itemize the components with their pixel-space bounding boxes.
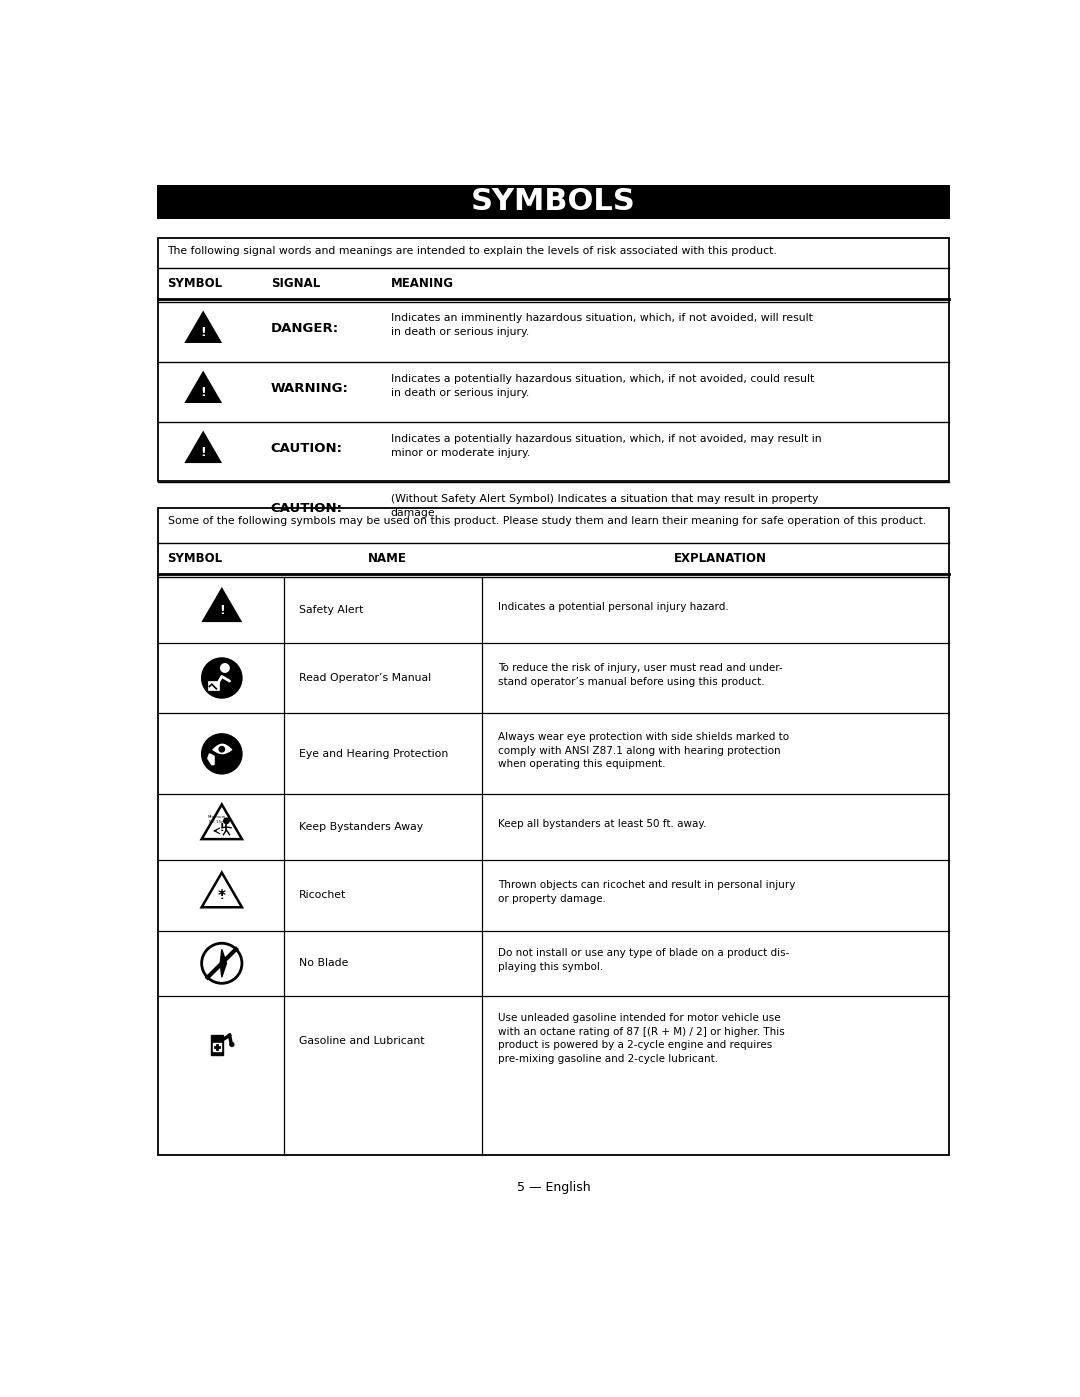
Polygon shape — [202, 873, 242, 907]
Circle shape — [230, 1042, 233, 1046]
Text: !: ! — [219, 891, 224, 901]
Text: Eye and Hearing Protection: Eye and Hearing Protection — [299, 749, 448, 759]
Circle shape — [224, 819, 229, 823]
Polygon shape — [203, 590, 241, 622]
Text: !: ! — [219, 823, 224, 833]
Text: WARNING:: WARNING: — [271, 383, 349, 395]
Circle shape — [202, 658, 242, 698]
Text: !: ! — [200, 326, 206, 338]
Text: Some of the following symbols may be used on this product. Please study them and: Some of the following symbols may be use… — [167, 515, 926, 525]
Text: Do not install or use any type of blade on a product dis-
playing this symbol.: Do not install or use any type of blade … — [498, 949, 789, 972]
FancyBboxPatch shape — [159, 239, 948, 481]
Polygon shape — [186, 433, 220, 462]
Circle shape — [202, 733, 242, 774]
FancyBboxPatch shape — [213, 1044, 221, 1051]
Text: SYMBOLS: SYMBOLS — [471, 187, 636, 217]
Polygon shape — [186, 313, 220, 342]
FancyBboxPatch shape — [157, 184, 950, 219]
FancyBboxPatch shape — [207, 682, 218, 690]
Text: CAUTION:: CAUTION: — [271, 443, 342, 455]
Text: NAME: NAME — [368, 552, 407, 566]
Text: Read Operator’s Manual: Read Operator’s Manual — [299, 673, 431, 683]
Text: Indicates a potentially hazardous situation, which, if not avoided, could result: Indicates a potentially hazardous situat… — [391, 373, 814, 398]
Text: Keep all bystanders at least 50 ft. away.: Keep all bystanders at least 50 ft. away… — [498, 819, 706, 828]
Polygon shape — [186, 373, 220, 402]
Polygon shape — [202, 805, 242, 840]
Text: The following signal words and meanings are intended to explain the levels of ri: The following signal words and meanings … — [167, 246, 778, 256]
Text: Minimum
50' 15m: Minimum 50' 15m — [208, 814, 227, 824]
Text: SIGNAL: SIGNAL — [271, 277, 320, 289]
Text: Thrown objects can ricochet and result in personal injury
or property damage.: Thrown objects can ricochet and result i… — [498, 880, 795, 904]
Circle shape — [219, 746, 225, 752]
Polygon shape — [220, 950, 227, 977]
Text: SYMBOL: SYMBOL — [167, 552, 222, 566]
Text: Keep Bystanders Away: Keep Bystanders Away — [299, 821, 423, 833]
Text: SYMBOL: SYMBOL — [167, 277, 222, 289]
Text: *: * — [218, 888, 226, 904]
Text: Indicates a potentially hazardous situation, which, if not avoided, may result i: Indicates a potentially hazardous situat… — [391, 433, 822, 458]
Text: Always wear eye protection with side shields marked to
comply with ANSI Z87.1 al: Always wear eye protection with side shi… — [498, 732, 788, 770]
Text: EXPLANATION: EXPLANATION — [674, 552, 767, 566]
Text: Gasoline and Lubricant: Gasoline and Lubricant — [299, 1037, 424, 1046]
Circle shape — [220, 664, 229, 672]
Text: To reduce the risk of injury, user must read and under-
stand operator’s manual : To reduce the risk of injury, user must … — [498, 664, 782, 687]
FancyBboxPatch shape — [159, 509, 948, 1155]
FancyBboxPatch shape — [211, 1035, 224, 1055]
Text: Use unleaded gasoline intended for motor vehicle use
with an octane rating of 87: Use unleaded gasoline intended for motor… — [498, 1013, 784, 1063]
Text: CAUTION:: CAUTION: — [271, 503, 342, 515]
Text: Ricochet: Ricochet — [299, 890, 347, 900]
Text: !: ! — [200, 446, 206, 458]
Text: DANGER:: DANGER: — [271, 323, 339, 335]
Text: No Blade: No Blade — [299, 958, 349, 968]
Text: !: ! — [219, 604, 225, 617]
Text: Indicates a potential personal injury hazard.: Indicates a potential personal injury ha… — [498, 602, 728, 612]
Text: MEANING: MEANING — [391, 277, 454, 289]
Text: 5 — English: 5 — English — [516, 1182, 591, 1194]
Text: Indicates an imminently hazardous situation, which, if not avoided, will result
: Indicates an imminently hazardous situat… — [391, 313, 812, 338]
Circle shape — [202, 943, 242, 983]
Polygon shape — [207, 754, 214, 764]
Text: !: ! — [200, 386, 206, 398]
Text: (Without Safety Alert Symbol) Indicates a situation that may result in property
: (Without Safety Alert Symbol) Indicates … — [391, 493, 819, 518]
Text: Safety Alert: Safety Alert — [299, 605, 364, 615]
